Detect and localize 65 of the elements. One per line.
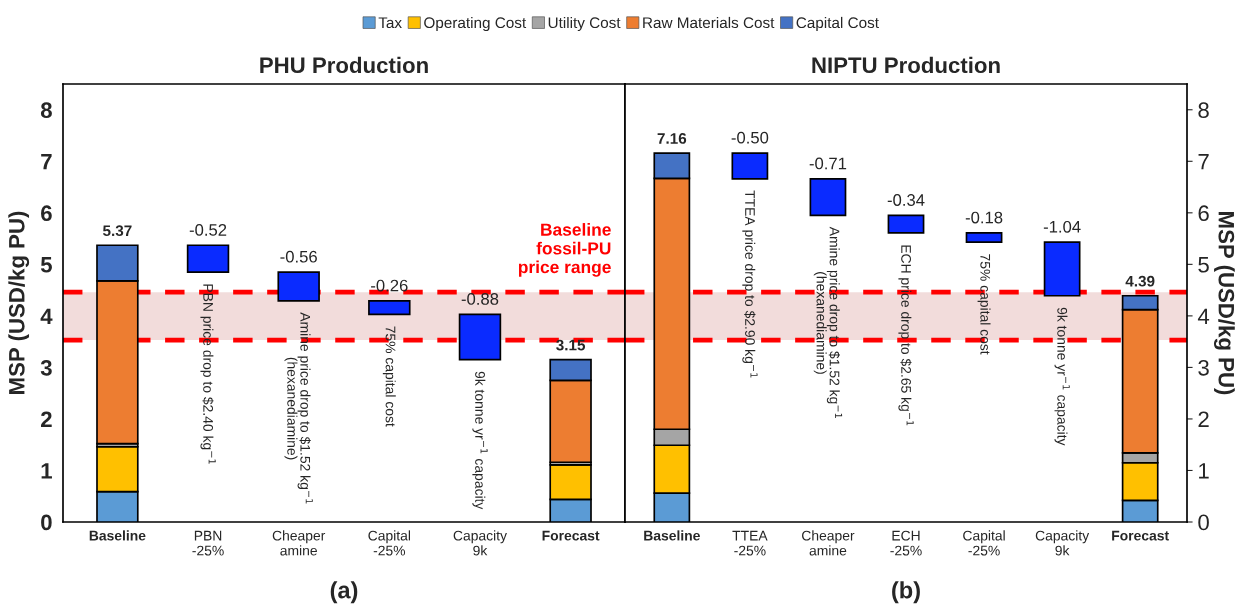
x-tick-label: Cheaper amine — [272, 530, 326, 556]
y-axis-title: MSP (USD/kg PU) — [8, 211, 30, 394]
y-tick-label: 6 — [1198, 205, 1209, 222]
y-tick-label: 0 — [1198, 514, 1209, 531]
x-tick-label: Forecast — [542, 530, 600, 541]
band-label: Baseline fossil-PU price range — [518, 223, 611, 277]
legend-label: Capital Cost — [796, 16, 879, 32]
total-label: 4.39 — [1125, 275, 1155, 287]
x-tick-label: Capacity 9k — [453, 530, 507, 556]
y-tick-label: 0 — [41, 514, 52, 531]
data-label: -0.34 — [887, 194, 925, 206]
x-tick-label: Capital -25% — [963, 530, 1005, 556]
x-tick-label: Capital -25% — [368, 530, 411, 556]
x-tick-label: Baseline — [644, 530, 700, 541]
x-tick-label: TTEA -25% — [732, 530, 768, 556]
legend-label: Raw Materials Cost — [643, 16, 775, 29]
y-tick-label: 5 — [40, 257, 52, 273]
data-label: -0.88 — [461, 293, 499, 305]
text: Amine price drop to $1.52 kg$^{−1}$ (hexanediamine) — [284, 312, 313, 504]
data-label: -0.71 — [809, 157, 847, 170]
annotation: ECH price drop to $2.65 kg$^{−1}$ — [898, 245, 914, 426]
data-label: -1.04 — [1043, 220, 1081, 233]
y-tick-label: 3 — [40, 359, 52, 376]
legend-label: Tax — [378, 17, 402, 29]
total-label: 5.37 — [102, 225, 132, 237]
y-axis-title: MSP (USD/kg PU) — [1213, 212, 1235, 395]
x-tick-label: Baseline — [89, 530, 146, 541]
y-tick-label: 2 — [1198, 411, 1209, 427]
text: (b) — [892, 581, 920, 604]
y-tick-label: 6 — [41, 205, 52, 222]
annotation: 9k tonne yr$^{−1}$ capacity — [472, 371, 488, 510]
total-label: 7.16 — [657, 133, 687, 144]
legend-label: Utility Cost — [548, 16, 621, 32]
x-tick-label: Forecast — [1112, 530, 1169, 541]
y-tick-label: 3 — [1198, 359, 1209, 376]
x-tick-label: ECH -25% — [890, 530, 922, 556]
chart-title: PHU Production — [260, 56, 428, 74]
data-label: -0.18 — [965, 211, 1003, 224]
y-tick-label: 5 — [1198, 257, 1209, 273]
data-label: -0.56 — [280, 250, 317, 263]
text: (a) — [330, 581, 358, 604]
annotation: PBN price drop to $2.40 kg$^{−1}$ — [200, 284, 216, 464]
total-label: 3.15 — [556, 339, 586, 351]
chart-title: NIPTU Production — [812, 56, 1000, 74]
annotation: 9k tonne yr$^{−1}$ capacity — [1054, 307, 1070, 446]
data-label: -0.52 — [189, 224, 227, 236]
y-tick-label: 1 — [1199, 463, 1209, 479]
y-tick-label: 8 — [1198, 102, 1209, 119]
text: Amine price drop to $1.52 kg$^{−1}$ (hexanediamine) — [813, 226, 843, 418]
y-tick-label: 1 — [41, 463, 52, 479]
data-label: -0.50 — [731, 131, 769, 144]
y-tick-label: 8 — [40, 102, 52, 119]
y-tick-label: 7 — [1198, 154, 1209, 170]
x-tick-label: Capacity 9k — [1035, 530, 1090, 556]
x-tick-label: PBN -25% — [192, 530, 224, 556]
y-tick-label: 2 — [41, 411, 52, 427]
x-tick-label: Cheaper amine — [802, 530, 855, 556]
legend-label: Operating Cost — [424, 16, 527, 32]
annotation: TTEA price drop to $2.90 kg$^{−1}$ — [742, 190, 758, 378]
annotation: 75% capital cost — [382, 326, 396, 427]
y-tick-label: 4 — [40, 308, 53, 324]
y-tick-label: 4 — [1197, 308, 1210, 324]
y-tick-label: 7 — [41, 154, 52, 170]
data-label: -0.26 — [371, 279, 408, 292]
annotation: 75% capital cost — [977, 254, 991, 355]
